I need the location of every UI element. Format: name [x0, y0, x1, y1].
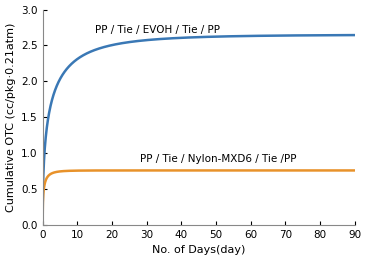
- Text: PP / Tie / EVOH / Tie / PP: PP / Tie / EVOH / Tie / PP: [95, 25, 219, 35]
- Text: PP / Tie / Nylon-MXD6 / Tie /PP: PP / Tie / Nylon-MXD6 / Tie /PP: [140, 154, 296, 164]
- X-axis label: No. of Days(day): No. of Days(day): [152, 245, 246, 256]
- Y-axis label: Cumulative OTC (cc/pkg·0.21atm): Cumulative OTC (cc/pkg·0.21atm): [6, 23, 15, 212]
